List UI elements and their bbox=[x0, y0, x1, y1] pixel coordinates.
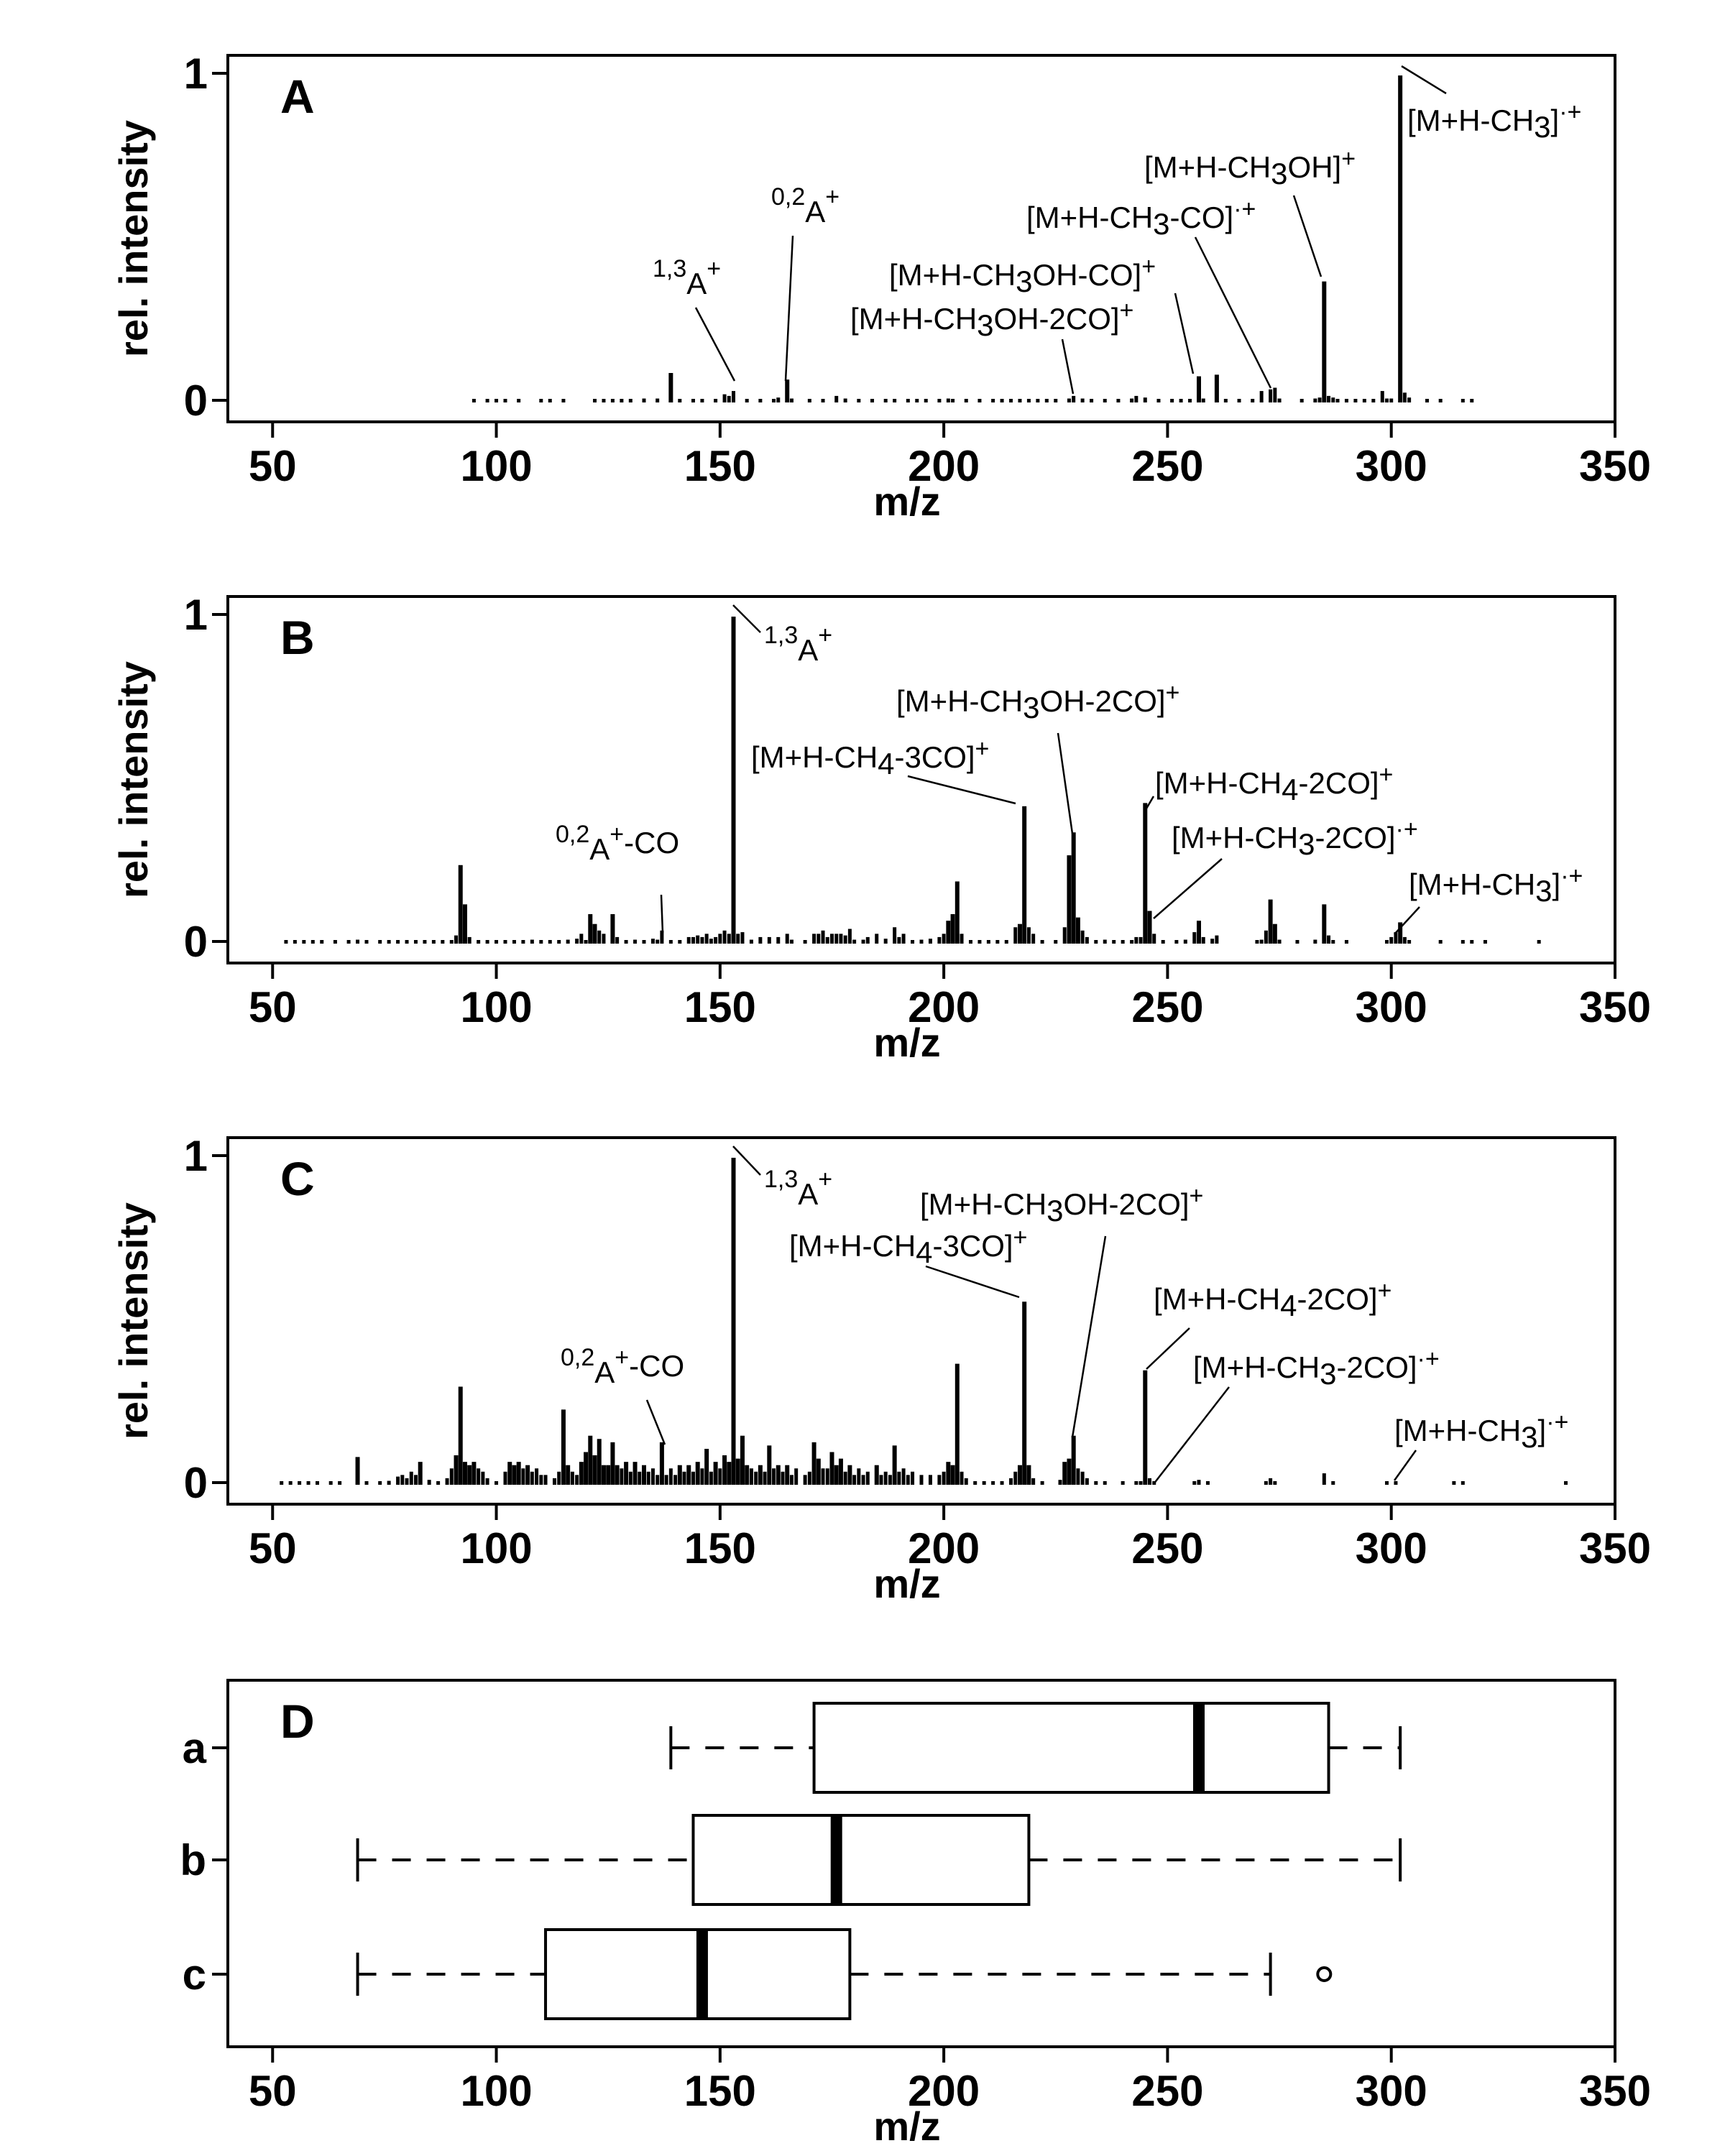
panel-d-plot-frame bbox=[226, 1679, 1616, 2048]
panel-b-panel-letter: B bbox=[280, 611, 315, 664]
panel-a-label-leader bbox=[1061, 338, 1075, 395]
panel-a-y-tick-label: 1 bbox=[184, 50, 208, 98]
panel-b-peak-label: [M+H-CH4-3CO]+ bbox=[751, 735, 989, 781]
panel-a-x-tick-label: 250 bbox=[1131, 442, 1203, 490]
panel-c-label-leader bbox=[1146, 1327, 1190, 1370]
panel-a-label-leader bbox=[1174, 292, 1195, 374]
panel-d-x-tick-label: 100 bbox=[460, 2067, 532, 2115]
panel-a-peak-label: [M+H-CH3OH-2CO]+ bbox=[850, 297, 1133, 343]
panel-a-peak-label: [M+H-CH3]·+ bbox=[1407, 98, 1581, 144]
panel-c-label-leader bbox=[1393, 1450, 1417, 1481]
panel-a-peak-label: [M+H-CH3OH-CO]+ bbox=[889, 253, 1156, 299]
panel-b-y-tick-label: 1 bbox=[184, 591, 208, 639]
panel-b-label-leader bbox=[1145, 796, 1155, 809]
panel-c-x-tick-label: 150 bbox=[684, 1524, 756, 1572]
panel-c-label-leader bbox=[1071, 1235, 1107, 1438]
panel-b-plot-frame bbox=[226, 595, 1616, 964]
panel-c-y-tick-label: 0 bbox=[184, 1459, 208, 1507]
panel-d-x-tick-label: 350 bbox=[1579, 2067, 1651, 2115]
panel-b-x-tick-label: 150 bbox=[684, 983, 756, 1031]
panel-c-x-axis-title: m/z bbox=[873, 1561, 940, 1606]
panel-c-plot-frame bbox=[226, 1136, 1616, 1506]
panel-b-label-leader bbox=[1153, 858, 1223, 919]
panel-b-peak-label: [M+H-CH3OH-2CO]+ bbox=[896, 679, 1179, 725]
panel-c-x-tick-label: 200 bbox=[908, 1524, 980, 1572]
panel-b-label-leader bbox=[732, 604, 761, 633]
panel-c-x-tick-label: 300 bbox=[1356, 1524, 1427, 1572]
panel-b-y-tick-label: 0 bbox=[184, 918, 208, 966]
panel-b-x-tick-label: 350 bbox=[1579, 983, 1651, 1031]
panel-d-outlier bbox=[1316, 1966, 1333, 1982]
panel-b-label-leader bbox=[1057, 732, 1074, 834]
panel-c-label-leader bbox=[645, 1399, 666, 1445]
panel-b-label-leader bbox=[660, 894, 664, 934]
panel-c-x-tick-label: 350 bbox=[1579, 1524, 1651, 1572]
panel-c-peak-label: [M+H-CH3OH-2CO]+ bbox=[920, 1182, 1203, 1228]
panel-d-panel-letter: D bbox=[280, 1695, 315, 1748]
panel-b-x-tick-label: 100 bbox=[460, 983, 532, 1031]
panel-b-y-axis-title: rel. intensity bbox=[111, 661, 156, 898]
panel-c-peak-label: [M+H-CH4-3CO]+ bbox=[789, 1224, 1027, 1270]
panel-a-peak-label: [M+H-CH3-CO]·+ bbox=[1026, 195, 1256, 241]
panel-b-x-tick-label: 300 bbox=[1356, 983, 1427, 1031]
panel-b-x-tick-label: 50 bbox=[249, 983, 297, 1031]
panel-c-x-tick-label: 100 bbox=[460, 1524, 532, 1572]
panel-b-peak-label: [M+H-CH3]·+ bbox=[1409, 862, 1583, 908]
panel-c-peak-label: 0,2A+-CO bbox=[561, 1344, 684, 1390]
panel-a-label-leader bbox=[784, 235, 794, 382]
panel-a-x-tick-label: 50 bbox=[249, 442, 297, 490]
panel-a-plot-frame bbox=[226, 54, 1616, 423]
panel-c-x-tick-label: 250 bbox=[1131, 1524, 1203, 1572]
panel-d-x-axis-title: m/z bbox=[873, 2104, 940, 2149]
panel-b-peak-label: 0,2A+-CO bbox=[556, 821, 679, 867]
panel-b-peak-label: [M+H-CH3-2CO]·+ bbox=[1172, 816, 1418, 862]
panel-b-peak-label: 1,3A+ bbox=[764, 622, 832, 668]
panel-d-x-tick-label: 50 bbox=[249, 2067, 297, 2115]
panel-c-label-leader bbox=[732, 1146, 761, 1176]
panel-c-x-tick-label: 50 bbox=[249, 1524, 297, 1572]
panel-b-x-tick-label: 200 bbox=[908, 983, 980, 1031]
panel-d-x-tick-label: 300 bbox=[1356, 2067, 1427, 2115]
panel-b-peak-label: [M+H-CH4-2CO]+ bbox=[1155, 761, 1393, 807]
panel-a-x-axis-title: m/z bbox=[873, 479, 940, 524]
panel-a-label-leader bbox=[1194, 236, 1272, 389]
panel-b-x-axis-title: m/z bbox=[873, 1020, 940, 1065]
panel-a-x-tick-label: 150 bbox=[684, 442, 756, 490]
panel-a-x-tick-label: 200 bbox=[908, 442, 980, 490]
panel-a-y-tick-label: 0 bbox=[184, 377, 208, 425]
panel-c-y-tick-label: 1 bbox=[184, 1132, 208, 1180]
panel-d-x-tick-label: 150 bbox=[684, 2067, 756, 2115]
panel-a-peak-label: [M+H-CH3OH]+ bbox=[1144, 145, 1356, 191]
panel-d-box bbox=[812, 1702, 1330, 1794]
panel-d-category-label: b bbox=[180, 1836, 206, 1884]
panel-c-panel-letter: C bbox=[280, 1152, 315, 1205]
panel-d-x-tick-label: 200 bbox=[908, 2067, 980, 2115]
panel-c-peak-label: [M+H-CH3-2CO]·+ bbox=[1193, 1345, 1440, 1391]
panel-a-x-tick-label: 100 bbox=[460, 442, 532, 490]
panel-d-x-tick-label: 250 bbox=[1131, 2067, 1203, 2115]
panel-a-x-tick-label: 350 bbox=[1579, 442, 1651, 490]
panel-d-category-label: a bbox=[183, 1724, 207, 1772]
panel-a-panel-letter: A bbox=[280, 70, 315, 123]
panel-c-label-leader bbox=[925, 1265, 1020, 1299]
panel-a-y-axis-title: rel. intensity bbox=[111, 120, 156, 357]
panel-d-box bbox=[691, 1814, 1031, 1906]
panel-a-peak-label: 1,3A+ bbox=[653, 255, 721, 301]
panel-d-category-label: c bbox=[183, 1950, 206, 1999]
panel-b-label-leader bbox=[1394, 906, 1420, 935]
panel-a-label-leader bbox=[1401, 65, 1447, 95]
panel-c-label-leader bbox=[1153, 1386, 1230, 1485]
panel-b-label-leader bbox=[907, 775, 1016, 805]
panel-b-x-tick-label: 250 bbox=[1131, 983, 1203, 1031]
panel-c-y-axis-title: rel. intensity bbox=[111, 1202, 156, 1439]
panel-a-peak-label: 0,2A+ bbox=[771, 183, 840, 229]
panel-a-label-leader bbox=[694, 307, 736, 382]
panel-a-label-leader bbox=[1292, 195, 1322, 277]
panel-c-peak-label: [M+H-CH4-2CO]+ bbox=[1154, 1277, 1392, 1323]
panel-c-peak-label: [M+H-CH3]·+ bbox=[1394, 1409, 1568, 1455]
panel-a-x-tick-label: 300 bbox=[1356, 442, 1427, 490]
panel-c-peak-label: 1,3A+ bbox=[764, 1166, 832, 1212]
